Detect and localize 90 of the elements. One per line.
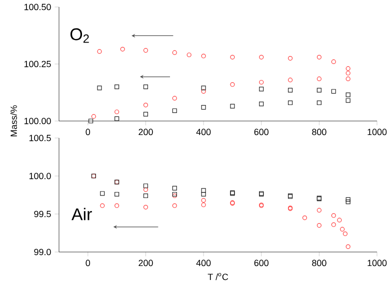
point — [259, 80, 264, 85]
x-tick-label: 1000 — [368, 260, 387, 266]
point — [288, 78, 293, 82]
point — [259, 86, 264, 92]
point — [186, 52, 192, 58]
point — [259, 54, 264, 60]
point — [97, 49, 102, 54]
x-tick-label: 800 — [312, 128, 326, 136]
point — [143, 184, 148, 188]
point — [201, 105, 206, 110]
point — [316, 208, 322, 212]
x-tick-label: 200 — [138, 128, 153, 136]
x-tick-label: 0 — [86, 128, 90, 136]
point — [288, 56, 293, 61]
point — [172, 203, 177, 208]
point — [346, 70, 350, 76]
y-axis-title: Mass/% — [10, 105, 17, 136]
x-tick-label: 600 — [254, 260, 268, 266]
point — [346, 66, 350, 71]
annotation: O$_{2}$ — [70, 28, 89, 43]
point — [346, 197, 350, 202]
y-tick-label: 100.00 — [24, 118, 51, 124]
point — [201, 86, 206, 90]
point — [346, 200, 350, 204]
point — [302, 216, 308, 220]
point — [100, 191, 105, 196]
x-tick-label: 200 — [138, 260, 153, 266]
point — [201, 54, 206, 58]
annotation: Air — [72, 208, 92, 220]
point — [331, 59, 336, 64]
x-tick-label: 0 — [86, 260, 90, 266]
point — [114, 84, 120, 90]
point — [230, 54, 235, 60]
point — [201, 192, 206, 197]
point — [97, 86, 102, 90]
point — [316, 88, 322, 93]
y-tick-label: 99.0 — [34, 248, 51, 256]
y-tick-label: 100.25 — [24, 60, 51, 68]
point — [331, 222, 336, 227]
point — [331, 213, 336, 218]
x-tick-label: 600 — [254, 128, 268, 136]
point — [172, 96, 177, 100]
point — [337, 218, 342, 222]
point — [230, 104, 235, 108]
point — [201, 198, 206, 203]
y-tick-label: 100.5 — [29, 134, 51, 142]
point — [340, 226, 345, 232]
point — [172, 108, 177, 114]
point — [316, 100, 322, 106]
point — [143, 48, 148, 53]
point — [143, 187, 148, 192]
point — [114, 110, 120, 114]
point — [259, 102, 264, 106]
point — [120, 46, 125, 52]
y-tick-label: 100.0 — [29, 172, 51, 180]
point — [143, 193, 148, 198]
point — [88, 118, 94, 124]
point — [201, 202, 206, 208]
point — [316, 223, 322, 228]
point — [201, 89, 206, 94]
point — [172, 50, 177, 55]
y-tick-label: 100.50 — [24, 4, 51, 10]
point — [230, 82, 235, 87]
point — [346, 76, 350, 82]
x-tick-label: 1000 — [368, 128, 387, 136]
point — [331, 89, 336, 94]
point — [91, 114, 96, 119]
point — [316, 76, 322, 82]
point — [342, 231, 348, 236]
point — [346, 244, 350, 249]
x-tick-label: 400 — [196, 128, 211, 136]
point — [114, 203, 120, 208]
point — [346, 98, 350, 103]
point — [114, 116, 120, 122]
point — [172, 186, 177, 190]
point — [143, 112, 148, 116]
x-axis-title: T /$^{o}$C — [208, 272, 228, 280]
point — [114, 192, 120, 197]
y-tick-label: 99.5 — [34, 210, 51, 218]
x-tick-label: 400 — [196, 260, 211, 266]
point — [288, 88, 293, 93]
point — [201, 188, 206, 193]
point — [143, 84, 148, 90]
point — [143, 102, 148, 108]
point — [316, 54, 322, 60]
x-tick-label: 800 — [312, 260, 326, 266]
point — [100, 203, 105, 208]
point — [288, 100, 293, 106]
point — [346, 92, 350, 98]
point — [143, 204, 148, 210]
